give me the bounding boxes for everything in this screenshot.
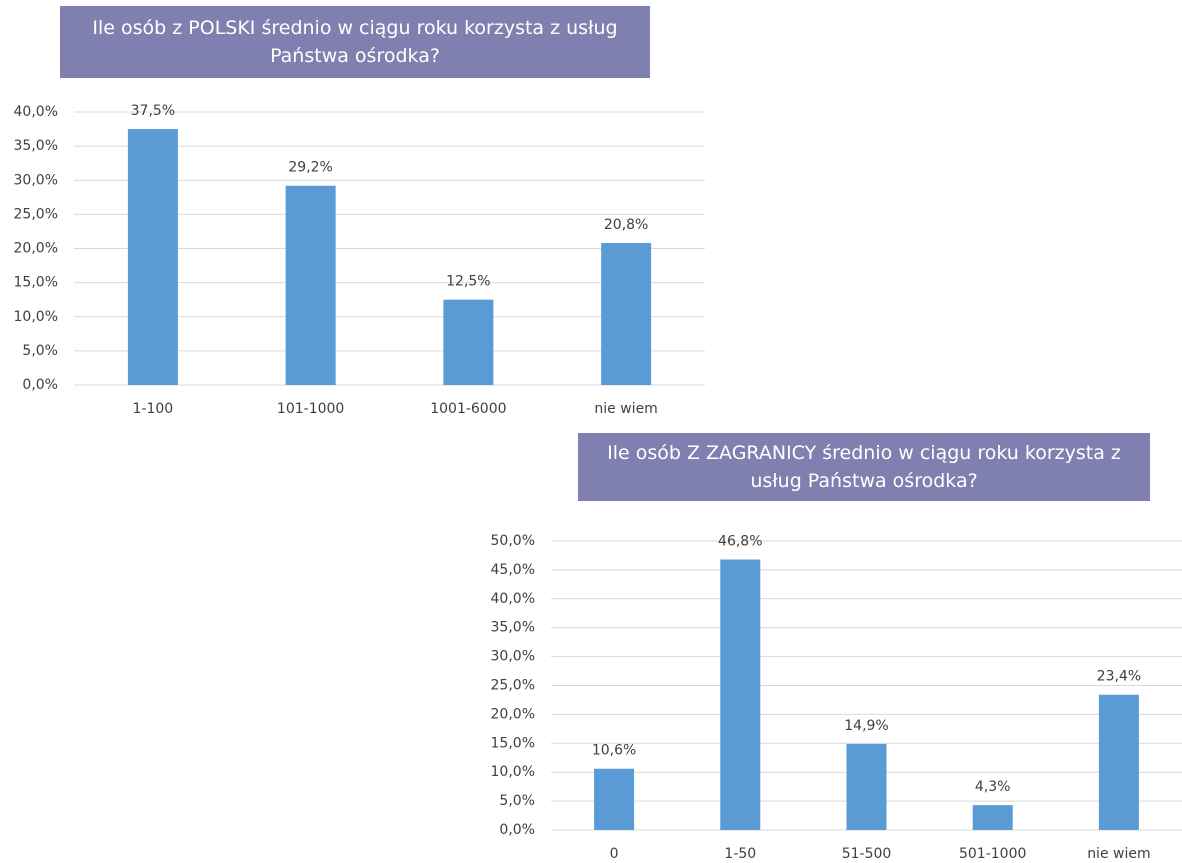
bar — [720, 559, 761, 830]
y-tick-label: 30,0% — [14, 172, 58, 188]
x-tick-label: 101-1000 — [277, 401, 344, 417]
y-tick-label: 40,0% — [14, 104, 58, 120]
bar — [594, 768, 635, 830]
y-tick-label: 10,0% — [14, 309, 58, 325]
y-tick-label: 15,0% — [14, 275, 58, 291]
y-tick-label: 0,0% — [499, 822, 535, 838]
x-tick-label: 1-100 — [133, 401, 174, 417]
data-label: 12,5% — [446, 274, 490, 290]
data-label: 29,2% — [288, 160, 332, 176]
y-tick-label: 20,0% — [14, 241, 58, 257]
x-tick-label: nie wiem — [1087, 846, 1150, 862]
x-tick-label: 1001-6000 — [430, 401, 506, 417]
x-tick-label: 1-50 — [724, 846, 756, 862]
y-tick-label: 25,0% — [491, 678, 535, 694]
x-tick-label: 51-500 — [842, 846, 892, 862]
y-tick-label: 5,0% — [499, 793, 535, 809]
x-tick-label: 0 — [610, 846, 619, 862]
bar — [601, 243, 652, 385]
bar — [846, 743, 887, 830]
bar — [443, 299, 494, 385]
y-tick-label: 45,0% — [491, 562, 535, 578]
data-label: 14,9% — [844, 718, 888, 734]
y-tick-label: 20,0% — [491, 706, 535, 722]
data-label: 20,8% — [604, 217, 648, 233]
y-tick-label: 40,0% — [491, 591, 535, 607]
x-tick-label: nie wiem — [594, 401, 657, 417]
data-label: 46,8% — [718, 533, 762, 549]
y-tick-label: 0,0% — [22, 377, 58, 393]
y-tick-label: 10,0% — [491, 764, 535, 780]
chart-title: Ile osób Z ZAGRANICY średnio w ciągu rok… — [578, 433, 1150, 501]
data-label: 10,6% — [592, 743, 636, 759]
y-tick-label: 25,0% — [14, 206, 58, 222]
y-tick-label: 30,0% — [491, 649, 535, 665]
bar — [285, 185, 336, 385]
chart-title: Ile osób z POLSKI średnio w ciągu roku k… — [60, 6, 650, 78]
data-label: 37,5% — [131, 103, 175, 119]
bar — [972, 805, 1013, 830]
data-label: 23,4% — [1097, 669, 1141, 685]
x-tick-label: 501-1000 — [959, 846, 1026, 862]
data-label: 4,3% — [975, 779, 1011, 795]
y-tick-label: 50,0% — [491, 533, 535, 549]
bar — [1098, 694, 1139, 830]
y-tick-label: 15,0% — [491, 735, 535, 751]
y-tick-label: 35,0% — [14, 138, 58, 154]
y-tick-label: 35,0% — [491, 620, 535, 636]
bar — [127, 129, 178, 385]
y-tick-label: 5,0% — [22, 343, 58, 359]
